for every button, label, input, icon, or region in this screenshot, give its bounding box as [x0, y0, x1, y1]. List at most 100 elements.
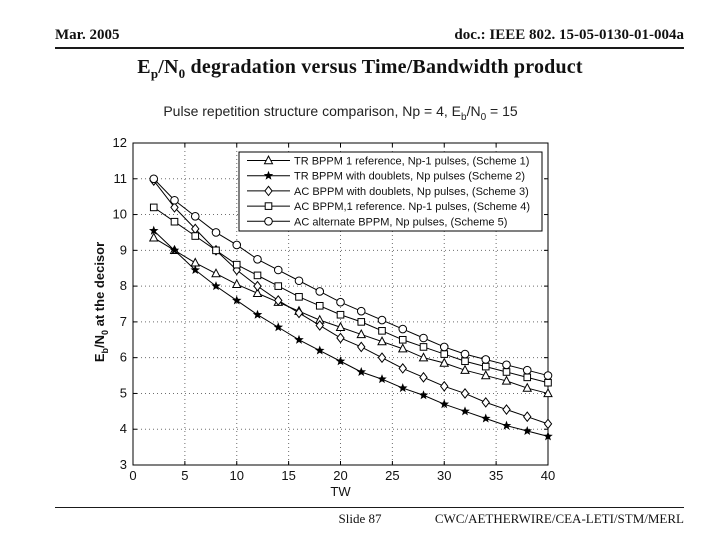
svg-text:30: 30 [437, 468, 451, 483]
circle-marker [336, 297, 345, 307]
series-scheme-1 [148, 232, 553, 398]
diamond-marker [253, 280, 262, 292]
star-marker [231, 295, 242, 305]
diamond-marker [398, 362, 407, 374]
square-marker [274, 282, 283, 290]
star-marker [356, 366, 367, 377]
square-marker [357, 318, 366, 326]
circle-marker [481, 355, 491, 364]
star-marker [314, 345, 325, 355]
chart-title: Pulse repetition structure comparison, N… [163, 103, 518, 123]
star-marker [522, 426, 533, 436]
legend-entry: TR BPPM 1 reference, Np-1 pulses, (Schem… [247, 155, 529, 168]
star-marker [294, 334, 304, 344]
diamond-marker [523, 411, 532, 423]
star-marker [335, 356, 346, 366]
circle-marker [377, 315, 387, 325]
circle-marker [190, 212, 200, 221]
legend-entry: AC BPPM with doublets, Np pulses, (Schem… [247, 185, 529, 198]
triangle-marker [460, 364, 470, 374]
square-marker [461, 357, 469, 366]
diamond-marker [377, 352, 387, 364]
circle-marker [543, 371, 553, 380]
legend: TR BPPM 1 reference, Np-1 pulses, (Schem… [238, 151, 543, 232]
svg-text:10: 10 [230, 468, 244, 483]
svg-text:0: 0 [129, 468, 136, 483]
diamond-marker [274, 295, 283, 306]
footer-slide-number: Slide 87 [338, 511, 382, 526]
circle-marker [502, 360, 511, 370]
triangle-marker [263, 155, 274, 165]
footer-rule [55, 507, 684, 508]
svg-text:10: 10 [113, 207, 127, 222]
circle-marker [170, 195, 179, 205]
series-scheme-2 [148, 225, 553, 441]
square-marker [149, 203, 158, 212]
svg-text:5: 5 [181, 468, 188, 483]
square-marker [502, 368, 511, 376]
svg-text:35: 35 [489, 468, 503, 483]
square-marker [419, 343, 428, 351]
circle-marker [273, 265, 283, 275]
legend-label: TR BPPM with doublets, Np pulses (Scheme… [294, 171, 525, 183]
legend-label: TR BPPM 1 reference, Np-1 pulses, (Schem… [294, 156, 529, 168]
star-marker [418, 390, 429, 400]
triangle-marker [418, 352, 429, 362]
legend-entry: AC BPPM,1 reference. Np-1 pulses, (Schem… [247, 201, 530, 213]
header-rule [55, 47, 684, 49]
circle-marker [398, 324, 408, 334]
svg-text:3: 3 [120, 457, 127, 472]
triangle-marker [190, 257, 201, 267]
svg-text:7: 7 [120, 314, 127, 329]
star-marker [501, 420, 512, 430]
circle-marker [439, 342, 449, 352]
circle-marker [522, 365, 532, 375]
circle-marker [264, 217, 273, 226]
diamond-marker [419, 371, 428, 383]
svg-text:4: 4 [120, 421, 127, 436]
triangle-marker [377, 336, 387, 346]
svg-text:12: 12 [113, 135, 127, 150]
triangle-marker [211, 268, 221, 278]
legend-label: AC BPPM with doublets, Np pulses, (Schem… [294, 186, 529, 198]
svg-text:6: 6 [120, 350, 127, 365]
triangle-marker [397, 343, 408, 353]
circle-marker [253, 254, 262, 264]
star-marker [169, 245, 180, 255]
diamond-marker [294, 307, 304, 319]
diamond-marker [543, 418, 553, 430]
star-marker [397, 383, 408, 393]
legend-label: AC BPPM,1 reference. Np-1 pulses, (Schem… [294, 201, 530, 213]
triangle-marker [356, 328, 367, 339]
star-marker [273, 322, 284, 332]
legend-box [238, 151, 543, 232]
square-marker [295, 293, 303, 301]
diamond-marker [336, 332, 345, 344]
diamond-marker [502, 404, 511, 415]
x-tick-labels: 0 5 10 15 20 25 30 35 40 [129, 468, 555, 483]
series-scheme-5 [149, 174, 553, 380]
triangle-marker [148, 232, 159, 242]
triangle-marker [480, 370, 491, 380]
square-marker [232, 260, 241, 269]
triangle-marker [439, 357, 450, 367]
svg-text:20: 20 [333, 468, 347, 483]
axis-ticks [132, 142, 549, 466]
circle-marker [211, 228, 221, 237]
svg-text:8: 8 [120, 278, 127, 293]
header-doc-number: doc.: IEEE 802. 15-05-0130-01-004a [454, 27, 684, 43]
y-tick-labels: 3 4 5 6 7 8 9 10 11 12 [113, 135, 127, 472]
legend-entry: AC alternate BPPM, Np pulses, (Scheme 5) [247, 216, 507, 228]
diamond-marker [264, 185, 273, 197]
series-scheme-4 [149, 203, 552, 387]
star-marker [439, 399, 450, 409]
circle-marker [232, 240, 242, 250]
triangle-marker [231, 278, 242, 289]
circle-marker [315, 287, 325, 296]
diamond-marker [315, 320, 324, 331]
diamond-marker [460, 388, 470, 399]
square-marker [544, 378, 552, 387]
circle-marker [419, 333, 428, 343]
x-axis-label: TW [330, 484, 351, 499]
